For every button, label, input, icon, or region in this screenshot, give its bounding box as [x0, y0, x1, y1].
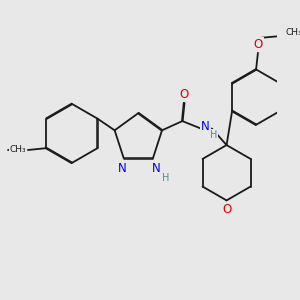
Text: CH₃: CH₃ [286, 28, 300, 37]
Text: H: H [210, 130, 218, 140]
Text: N: N [201, 120, 210, 133]
Text: O: O [179, 88, 189, 101]
Text: H: H [162, 172, 169, 182]
Text: O: O [253, 38, 262, 51]
Text: N: N [152, 162, 161, 175]
Text: N: N [118, 162, 126, 175]
Text: O: O [17, 143, 26, 157]
Text: O: O [222, 203, 231, 216]
Text: CH₃: CH₃ [10, 146, 26, 154]
